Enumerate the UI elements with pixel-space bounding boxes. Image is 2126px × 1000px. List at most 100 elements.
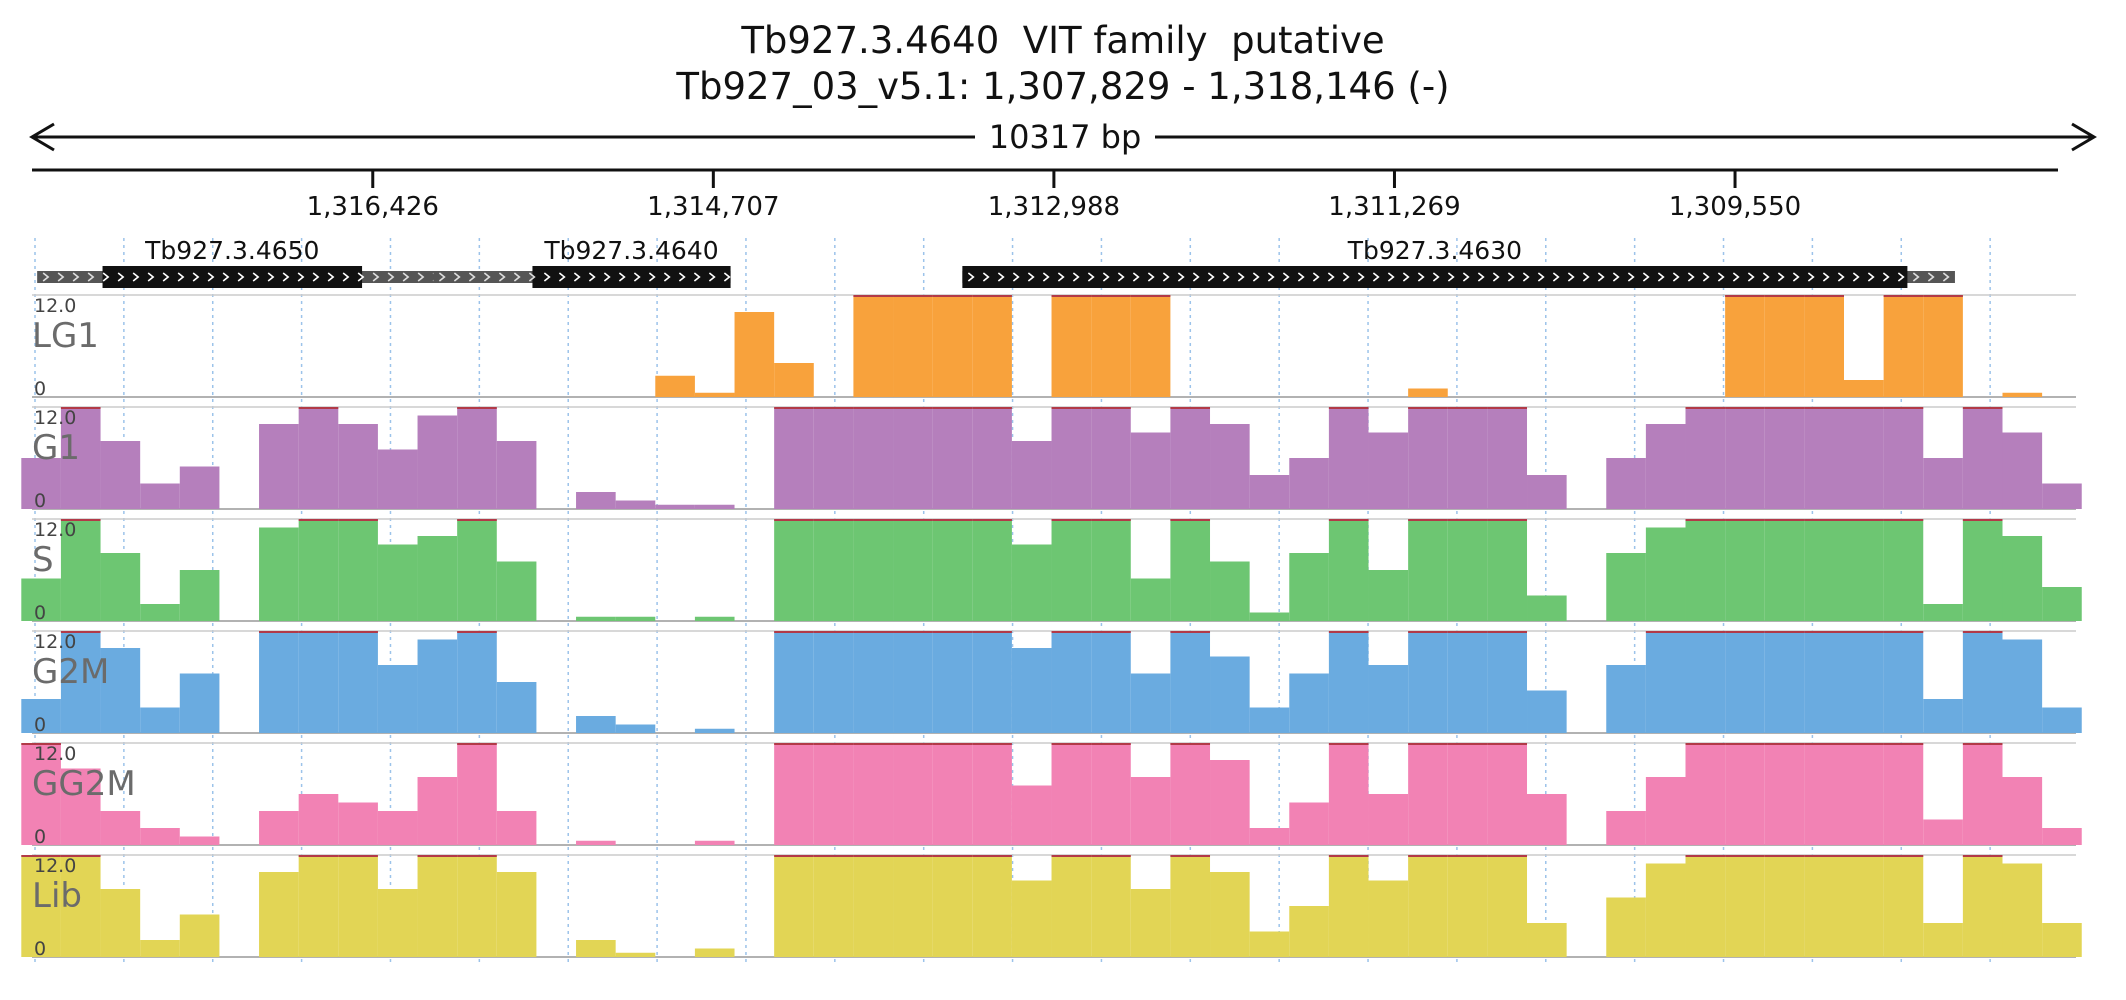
ruler-tick-label: 1,314,707: [647, 192, 779, 222]
clip-marker: [298, 855, 339, 857]
figure-header: Tb927.3.4640 VIT family putative Tb927_0…: [0, 18, 2126, 110]
coverage-bar: [932, 407, 973, 509]
track-name-label: LG1: [32, 316, 99, 356]
coverage-bar: [1447, 407, 1488, 509]
clip-marker: [338, 519, 378, 521]
coverage-bar: [1844, 519, 1884, 621]
clip-marker: [1051, 855, 1092, 857]
clip-marker: [972, 407, 1012, 409]
coverage-bar: [179, 914, 220, 957]
coverage-bar: [1844, 743, 1884, 845]
strand-chevron: [618, 272, 626, 282]
clip-marker: [1804, 407, 1845, 409]
coverage-bar: [298, 519, 339, 621]
coverage-bar: [1685, 743, 1726, 845]
clip-marker: [1962, 855, 2003, 857]
strand-chevron: [207, 272, 215, 282]
coverage-bar: [259, 424, 299, 509]
gene-cds: [962, 266, 1908, 288]
strand-chevron: [372, 272, 380, 282]
coverage-bar: [1408, 743, 1448, 845]
coverage-bar: [1051, 631, 1092, 733]
coverage-bar: [417, 639, 458, 733]
clip-marker: [1051, 295, 1092, 297]
coverage-bar: [1328, 855, 1369, 957]
coverage-bar: [140, 940, 180, 957]
coordinate-ruler: 1,316,426 1,314,707 1,312,988 1,311,269 1,30…: [32, 168, 2058, 222]
clip-marker: [1962, 631, 2003, 633]
clip-marker: [1091, 519, 1131, 521]
coverage-bar: [1804, 631, 1845, 733]
coverage-bar: [1289, 458, 1329, 509]
coverage-bar: [1011, 785, 1052, 845]
coverage-bar: [1447, 743, 1488, 845]
coverage-bar: [694, 728, 735, 733]
coverage-bar: [1725, 295, 1765, 397]
clip-marker: [1685, 855, 1726, 857]
clip-marker: [853, 519, 894, 521]
coverage-bar: [21, 699, 61, 733]
coverage-bar: [1368, 570, 1409, 621]
strand-chevron: [1552, 272, 1560, 282]
coverage-bar: [1249, 475, 1290, 509]
strand-chevron: [1927, 272, 1935, 282]
coverage-bar: [1130, 673, 1171, 733]
coverage-bar: [972, 407, 1012, 509]
strand-chevron: [1372, 272, 1380, 282]
strand-chevron: [967, 272, 975, 282]
coverage-bar: [1645, 777, 1686, 845]
strand-chevron: [468, 272, 476, 282]
strand-chevron: [1837, 272, 1845, 282]
gene-model[interactable]: Tb927.3.4640: [433, 236, 731, 288]
coverage-bar: [1170, 407, 1211, 509]
strand-chevron: [1567, 272, 1575, 282]
coverage-bar: [694, 504, 735, 509]
clip-marker: [853, 855, 894, 857]
coverage-bar: [1923, 295, 1963, 397]
track-ymin-label: 0: [34, 490, 46, 512]
clip-marker: [774, 407, 814, 409]
coverage-bar: [1289, 673, 1329, 733]
strand-chevron: [1687, 272, 1695, 282]
track-ymin-label: 0: [34, 826, 46, 848]
coverage-bar: [1527, 475, 1567, 509]
coverage-bar: [1962, 855, 2003, 957]
clip-marker: [1487, 855, 1528, 857]
coverage-bar: [140, 828, 180, 845]
strand-chevron: [708, 272, 716, 282]
coverage-bar: [1645, 527, 1686, 621]
strand-chevron: [1432, 272, 1440, 282]
gene-model[interactable]: Tb927.3.4630: [962, 236, 1955, 288]
coverage-bar: [417, 536, 458, 621]
clip-marker: [457, 631, 497, 633]
strand-chevron: [57, 272, 65, 282]
strand-chevron: [1162, 272, 1170, 282]
strand-chevron: [1057, 272, 1065, 282]
coverage-bar: [813, 519, 854, 621]
coverage-bar: [1091, 407, 1131, 509]
coverage-bar: [2002, 639, 2043, 733]
coverage-bar: [179, 673, 220, 733]
coverage-bar: [2042, 483, 2082, 509]
strand-chevron: [438, 272, 446, 282]
coverage-bar: [1091, 743, 1131, 845]
coverage-bar: [338, 802, 378, 845]
coverage-bar: [1210, 561, 1250, 621]
coverage-bar: [576, 616, 616, 621]
coverage-bar: [1011, 648, 1052, 733]
coverage-bar: [1764, 407, 1805, 509]
clip-marker: [972, 855, 1012, 857]
clip-marker: [932, 295, 973, 297]
coverage-bar: [932, 743, 973, 845]
strand-chevron: [1192, 272, 1200, 282]
coverage-bar: [1170, 855, 1211, 957]
coverage-bar: [1883, 855, 1924, 957]
coverage-bar: [1289, 906, 1329, 957]
clip-marker: [1170, 743, 1211, 745]
strand-chevron: [453, 272, 461, 282]
strand-chevron: [177, 272, 185, 282]
span-length-label: 10317 bp: [989, 118, 1142, 156]
strand-chevron: [1597, 272, 1605, 282]
coverage-track-g1: 12.0 0 G1: [21, 406, 2082, 512]
coverage-bar: [298, 855, 339, 957]
